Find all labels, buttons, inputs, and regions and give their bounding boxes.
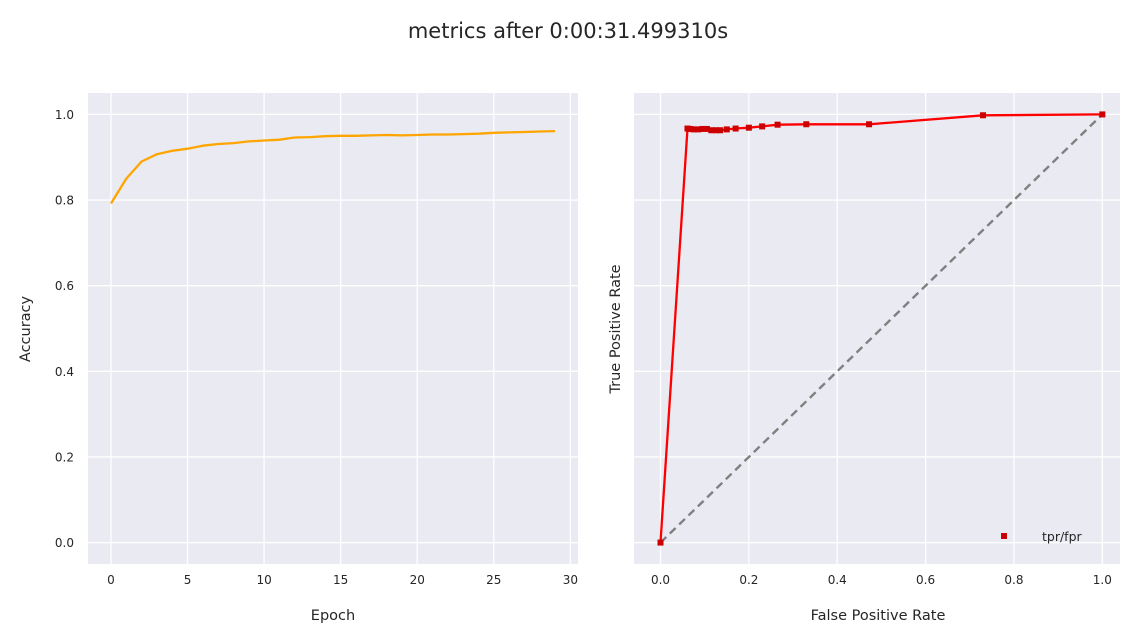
roc-data-point (699, 125, 706, 132)
roc-data-point (980, 112, 987, 119)
roc-x-axis-label: False Positive Rate (811, 608, 946, 624)
accuracy-y-axis-label: Accuracy (18, 295, 34, 362)
roc-x-tick-label: 0.6 (916, 573, 935, 587)
roc-y-axis-label: True Positive Rate (608, 264, 624, 394)
roc-data-point (684, 125, 691, 132)
accuracy-y-tick-label: 1.0 (55, 108, 74, 122)
roc-x-tick-label: 1.0 (1093, 573, 1112, 587)
roc-plot-area (634, 93, 1120, 564)
accuracy-y-tick-label: 0.2 (55, 450, 74, 464)
accuracy-tick-labels: 0 5 10 15 20 25 30 0.0 0.2 0.4 0.6 0.8 1.0 (55, 108, 578, 587)
roc-x-tick-label: 0.8 (1004, 573, 1023, 587)
roc-data-point (717, 127, 724, 134)
accuracy-plot-area (88, 93, 578, 564)
figure-title: metrics after 0:00:31.499310s (408, 19, 728, 43)
roc-tick-labels: 0.0 0.2 0.4 0.6 0.8 1.0 (651, 573, 1112, 587)
roc-data-point (745, 124, 752, 131)
accuracy-x-tick-label: 15 (333, 573, 348, 587)
roc-data-point (723, 126, 730, 133)
accuracy-grid (88, 93, 578, 564)
accuracy-x-axis-label: Epoch (311, 608, 355, 624)
accuracy-y-tick-label: 0.4 (55, 365, 74, 379)
accuracy-y-tick-label: 0.6 (55, 279, 74, 293)
roc-x-tick-label: 0.4 (828, 573, 847, 587)
roc-data-point (774, 121, 781, 128)
accuracy-x-tick-label: 30 (563, 573, 578, 587)
diagonal-reference-line (659, 113, 1104, 544)
accuracy-x-tick-label: 0 (107, 573, 115, 587)
roc-data-point (695, 126, 702, 133)
roc-data-point (703, 125, 710, 132)
roc-data-point (732, 125, 739, 132)
roc-chart: 0.0 0.2 0.4 0.6 0.8 1.0 False Positive Rate T… (608, 93, 1120, 624)
roc-legend: tpr/fpr (1001, 529, 1083, 544)
roc-data-point (866, 121, 873, 128)
legend-label: tpr/fpr (1042, 529, 1083, 544)
accuracy-series-line (110, 129, 556, 205)
roc-data-point (803, 121, 810, 128)
accuracy-x-tick-label: 25 (486, 573, 501, 587)
roc-data-point (657, 539, 664, 546)
accuracy-y-tick-label: 0.8 (55, 194, 74, 208)
accuracy-x-tick-label: 5 (184, 573, 192, 587)
roc-x-tick-label: 0.0 (651, 573, 670, 587)
accuracy-chart: 0 5 10 15 20 25 30 0.0 0.2 0.4 0.6 0.8 1.0 Epoch Acc… (18, 93, 578, 624)
accuracy-series (110, 129, 556, 205)
roc-data-point (1099, 111, 1106, 118)
roc-data-point (690, 126, 697, 133)
roc-series (657, 111, 1106, 546)
accuracy-x-tick-label: 20 (410, 573, 425, 587)
legend-marker (1001, 533, 1007, 539)
roc-data-point (712, 127, 719, 134)
roc-data-point (708, 127, 715, 134)
accuracy-x-tick-label: 10 (256, 573, 271, 587)
roc-x-tick-label: 0.2 (739, 573, 758, 587)
roc-data-point (687, 125, 694, 132)
accuracy-y-tick-label: 0.0 (55, 536, 74, 550)
roc-data-point (759, 123, 766, 130)
